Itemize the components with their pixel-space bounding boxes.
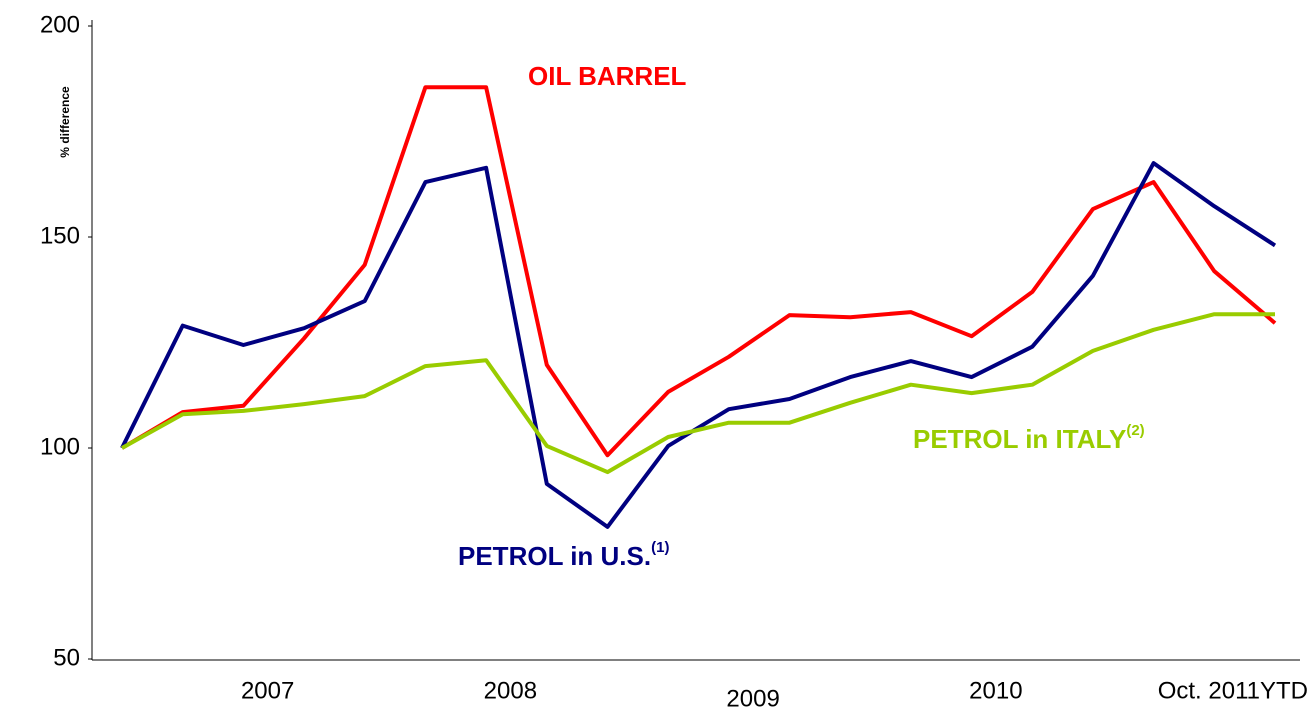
x-tick-label: 2009: [726, 685, 779, 712]
series-label: PETROL in ITALY(2): [913, 422, 1145, 454]
series-label: OIL BARREL: [528, 61, 687, 91]
series-name: PETROL in ITALY: [913, 424, 1126, 454]
x-tick-label: Oct. 2011YTD: [1158, 677, 1308, 704]
x-tick-label: 2007: [241, 677, 294, 704]
footnote-mark: (2): [1126, 422, 1144, 439]
y-tick-label: 50: [53, 644, 80, 671]
x-tick-label: 2008: [484, 677, 537, 704]
y-tick-label: 100: [40, 433, 80, 460]
y-tick-label: 150: [40, 222, 80, 249]
x-tick-label: 2010: [969, 677, 1022, 704]
y-axis-label: % difference: [58, 86, 72, 158]
series-name: OIL BARREL: [528, 61, 687, 91]
footnote-mark: (1): [651, 539, 669, 556]
y-tick-label: 200: [40, 11, 80, 38]
series-line: [120, 161, 1277, 529]
series-label: PETROL in U.S.(1): [458, 539, 669, 571]
series-name: PETROL in U.S.: [458, 541, 651, 571]
series-line: [120, 85, 1277, 458]
series-line: [121, 312, 1275, 475]
